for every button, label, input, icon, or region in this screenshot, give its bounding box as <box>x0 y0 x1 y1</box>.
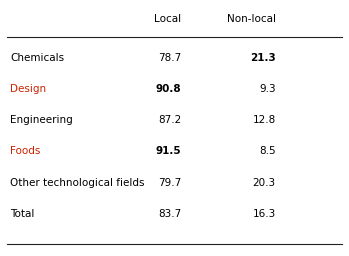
Text: 20.3: 20.3 <box>253 177 276 188</box>
Text: Chemicals: Chemicals <box>10 52 65 63</box>
Text: 12.8: 12.8 <box>252 115 276 125</box>
Text: 16.3: 16.3 <box>252 209 276 219</box>
Text: 21.3: 21.3 <box>250 52 276 63</box>
Text: 79.7: 79.7 <box>158 177 181 188</box>
Text: 78.7: 78.7 <box>158 52 181 63</box>
Text: 91.5: 91.5 <box>156 146 181 156</box>
Text: Other technological fields: Other technological fields <box>10 177 145 188</box>
Text: Foods: Foods <box>10 146 41 156</box>
Text: Total: Total <box>10 209 35 219</box>
Text: 83.7: 83.7 <box>158 209 181 219</box>
Text: Engineering: Engineering <box>10 115 73 125</box>
Text: Non-local: Non-local <box>227 14 276 24</box>
Text: Local: Local <box>154 14 181 24</box>
Text: 8.5: 8.5 <box>259 146 276 156</box>
Text: Design: Design <box>10 84 47 94</box>
Text: 87.2: 87.2 <box>158 115 181 125</box>
Text: 9.3: 9.3 <box>259 84 276 94</box>
Text: 90.8: 90.8 <box>156 84 181 94</box>
